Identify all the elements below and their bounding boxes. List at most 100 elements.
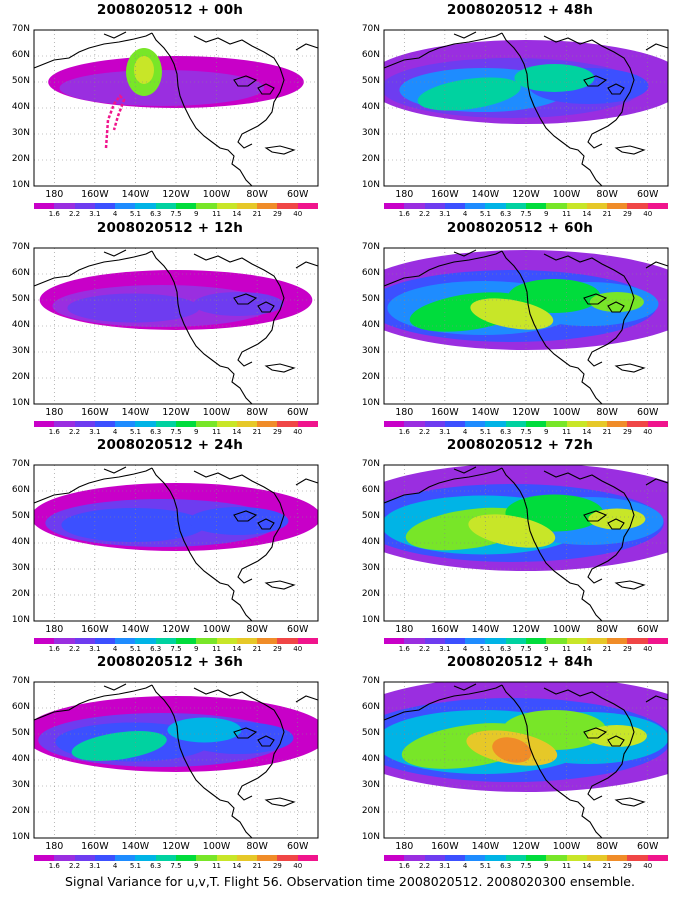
variance-field <box>384 682 668 792</box>
lat-label: 20N <box>11 154 30 164</box>
lon-label: 120W <box>512 189 540 200</box>
colorbar-swatch <box>155 421 176 427</box>
colorbar-swatch <box>34 421 55 427</box>
lon-label: 100W <box>202 189 231 200</box>
variance-map <box>33 681 319 839</box>
variance-map <box>383 29 669 187</box>
lat-label: 30N <box>11 563 30 573</box>
colorbar-swatch <box>424 203 445 209</box>
lat-label: 70N <box>11 242 30 252</box>
coastline <box>33 684 153 721</box>
coastline <box>501 32 603 187</box>
lat-label: 10N <box>361 832 380 842</box>
lat-label: 10N <box>11 180 30 190</box>
colorbar-swatch <box>236 203 258 209</box>
coastline <box>193 253 285 367</box>
lon-label: 140W <box>121 407 150 418</box>
colorbar-swatch <box>277 638 298 644</box>
colorbar-swatch <box>155 203 176 209</box>
colorbar-label: 9 <box>194 645 199 653</box>
colorbar-label: 21 <box>252 862 262 870</box>
coastline <box>614 580 646 590</box>
coastline <box>453 31 477 39</box>
lon-label: 80W <box>596 407 618 418</box>
coastline <box>295 478 319 486</box>
colorbar-swatch <box>546 203 567 209</box>
colorbar-swatch <box>236 421 258 427</box>
colorbar-label: 11 <box>212 862 222 870</box>
lat-label: 70N <box>11 24 30 34</box>
coastline <box>383 32 503 69</box>
colorbar <box>384 203 668 209</box>
map-panel: 2008020512 + 12h 70N 60N 50N 40N 30N 20N 10N 180… <box>0 218 340 436</box>
colorbar-swatch <box>175 638 197 644</box>
colorbar-swatch <box>465 203 486 209</box>
colorbar-label: 2.2 <box>418 645 431 653</box>
colorbar-label: 3.1 <box>89 428 101 436</box>
colorbar-label: 21 <box>252 645 262 653</box>
lat-label: 50N <box>11 294 30 304</box>
panel-title: 2008020512 + 00h <box>96 2 244 18</box>
colorbar-swatch <box>34 855 55 861</box>
colorbar-label: 3.1 <box>439 645 451 653</box>
colorbar-swatch <box>444 203 466 209</box>
lat-label: 40N <box>11 537 30 547</box>
colorbar-swatch <box>196 421 217 427</box>
colorbar-swatch <box>647 638 668 644</box>
colorbar-label: 7.5 <box>520 862 532 870</box>
coastline <box>453 249 477 257</box>
colorbar-label: 2.2 <box>68 862 81 870</box>
colorbar-swatch <box>505 203 526 209</box>
colorbar-swatch <box>607 421 628 427</box>
lon-label: 120W <box>162 841 190 852</box>
colorbar-swatch <box>277 203 298 209</box>
colorbar-swatch <box>74 203 95 209</box>
colorbar-label: 3.1 <box>89 862 101 870</box>
colorbar-label: 21 <box>602 645 612 653</box>
colorbar-swatch <box>216 421 237 427</box>
colorbar-swatch <box>525 638 547 644</box>
colorbar-label: 3.1 <box>89 645 101 653</box>
coastline <box>151 250 253 405</box>
colorbar-swatch <box>135 203 156 209</box>
lat-label: 60N <box>361 702 380 712</box>
map-panel: 2008020512 + 48h 70N 60N 50N 40N 30N 20N 10N 180… <box>350 0 690 218</box>
colorbar-swatch <box>647 421 668 427</box>
lon-label: 60W <box>636 841 659 852</box>
coastline <box>151 32 253 187</box>
colorbar-label: 7.5 <box>170 645 182 653</box>
coastline <box>645 43 669 51</box>
coastline <box>103 683 127 691</box>
colorbar-label: 14 <box>232 210 242 218</box>
colorbar-label: 14 <box>582 645 592 653</box>
coastline <box>543 35 635 149</box>
coastline <box>264 580 296 590</box>
colorbar-label: 4 <box>112 645 118 653</box>
lat-label: 20N <box>361 806 380 816</box>
colorbar-label: 9 <box>194 862 199 870</box>
map-frame <box>33 681 319 839</box>
colorbar-swatch <box>257 203 278 209</box>
colorbar-swatch <box>155 638 176 644</box>
colorbar-swatch <box>607 638 628 644</box>
lon-label: 160W <box>81 189 109 200</box>
panel-title: 2008020512 + 48h <box>446 2 594 18</box>
lat-label: 20N <box>361 154 380 164</box>
colorbar-label: 4 <box>112 210 118 218</box>
colorbar <box>384 421 668 427</box>
lon-label: 80W <box>596 841 618 852</box>
colorbar-swatch <box>586 421 608 427</box>
map-panel: 2008020512 + 72h 70N 60N 50N 40N 30N 20N 10N 180… <box>350 435 690 653</box>
lat-label: 10N <box>11 398 30 408</box>
lon-label: 60W <box>286 841 309 852</box>
colorbar-swatch <box>196 203 217 209</box>
colorbar-swatch <box>444 421 466 427</box>
colorbar-swatch <box>546 638 567 644</box>
lon-label: 80W <box>596 624 618 635</box>
lon-label: 160W <box>81 407 109 418</box>
lat-label: 30N <box>11 128 30 138</box>
colorbar-swatch <box>74 638 95 644</box>
lat-label: 50N <box>361 728 380 738</box>
coastline <box>103 466 127 474</box>
colorbar-swatch <box>257 421 278 427</box>
